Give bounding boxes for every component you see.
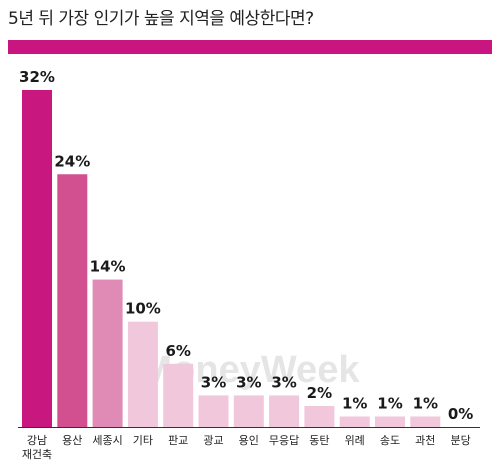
category-label: 재건축 xyxy=(22,448,52,461)
bar xyxy=(233,395,264,427)
bar xyxy=(304,405,335,427)
category-label: 기타 xyxy=(133,434,153,447)
data-label: 3% xyxy=(201,373,226,391)
category-label: 용산 xyxy=(62,434,82,447)
data-label: 14% xyxy=(90,258,126,276)
category-label: 세종시 xyxy=(92,434,122,447)
category-label: 광교 xyxy=(203,434,223,447)
bar xyxy=(92,279,123,427)
category-label: 송도 xyxy=(380,434,400,447)
category-label: 동탄 xyxy=(309,434,329,447)
chart-title: 5년 뒤 가장 인기가 높을 지역을 예상한다면? xyxy=(8,9,314,29)
data-label: 6% xyxy=(165,342,190,360)
category-label: 용인 xyxy=(239,434,259,447)
category-label: 강남 xyxy=(27,434,47,447)
title-accent-band xyxy=(8,40,492,54)
bar xyxy=(163,363,194,427)
bar xyxy=(269,395,300,427)
data-label: 3% xyxy=(236,373,261,391)
bar xyxy=(22,90,52,427)
data-label: 1% xyxy=(413,394,438,412)
data-label: 0% xyxy=(448,405,473,423)
bar xyxy=(375,416,405,427)
data-label: 1% xyxy=(342,394,367,412)
category-label: 무응답 xyxy=(269,434,299,447)
bar xyxy=(57,174,88,427)
data-label: 24% xyxy=(54,152,90,170)
category-label: 분당 xyxy=(450,434,470,447)
bar xyxy=(198,395,229,427)
data-label: 3% xyxy=(271,373,296,391)
bar xyxy=(339,416,370,427)
category-label: 과천 xyxy=(415,433,435,447)
data-label: 32% xyxy=(19,68,55,86)
data-label: 1% xyxy=(377,394,402,412)
data-label: 2% xyxy=(307,384,332,402)
bar xyxy=(410,416,441,427)
data-label: 10% xyxy=(125,300,161,318)
category-label: 판교 xyxy=(168,434,188,447)
bar xyxy=(127,321,158,427)
category-label: 위례 xyxy=(345,434,365,447)
